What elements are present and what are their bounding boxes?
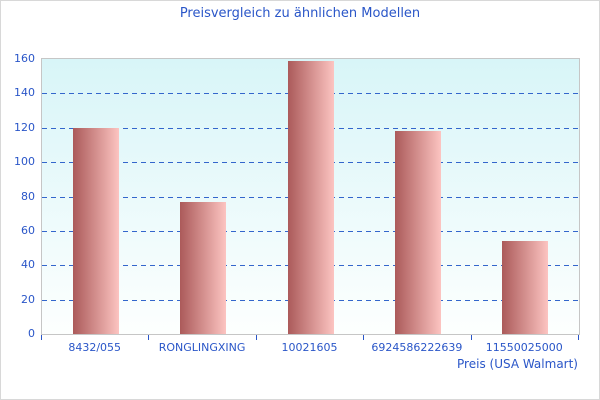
bar-6924586222639 <box>394 131 441 334</box>
y-tick-label-100: 100 <box>14 155 35 169</box>
y-tick-label-160: 160 <box>14 52 35 65</box>
bar-RONGLINGXING <box>180 202 227 334</box>
x-category-label-10021605: 10021605 <box>281 341 338 354</box>
bar-10021605 <box>287 61 334 334</box>
x-category-label-11550025000: 11550025000 <box>485 341 563 354</box>
y-tick-label-20: 20 <box>21 292 35 306</box>
x-tick <box>148 335 150 340</box>
x-category-label-6924586222639: 6924586222639 <box>371 341 463 354</box>
bar-8432/055 <box>72 128 119 334</box>
x-tick <box>363 335 365 340</box>
x-tick <box>470 335 472 340</box>
x-tick <box>578 335 579 340</box>
y-tick-label-0: 0 <box>28 327 35 340</box>
y-tick-label-80: 80 <box>21 189 35 203</box>
y-tick-label-40: 40 <box>21 258 35 272</box>
x-category-label-RONGLINGXING: RONGLINGXING <box>158 341 246 354</box>
chart-title: Preisvergleich zu ähnlichen Modellen <box>179 6 421 21</box>
y-tick-label-120: 120 <box>14 120 35 134</box>
bar-11550025000 <box>502 241 549 334</box>
x-axis-title: Preis (USA Walmart) <box>457 357 578 371</box>
x-tick <box>41 335 42 340</box>
plot-area <box>41 58 580 335</box>
y-tick-label-140: 140 <box>14 86 35 100</box>
x-category-label-8432/055: 8432/055 <box>68 341 122 354</box>
y-tick-label-60: 60 <box>21 223 35 237</box>
x-tick <box>255 335 257 340</box>
